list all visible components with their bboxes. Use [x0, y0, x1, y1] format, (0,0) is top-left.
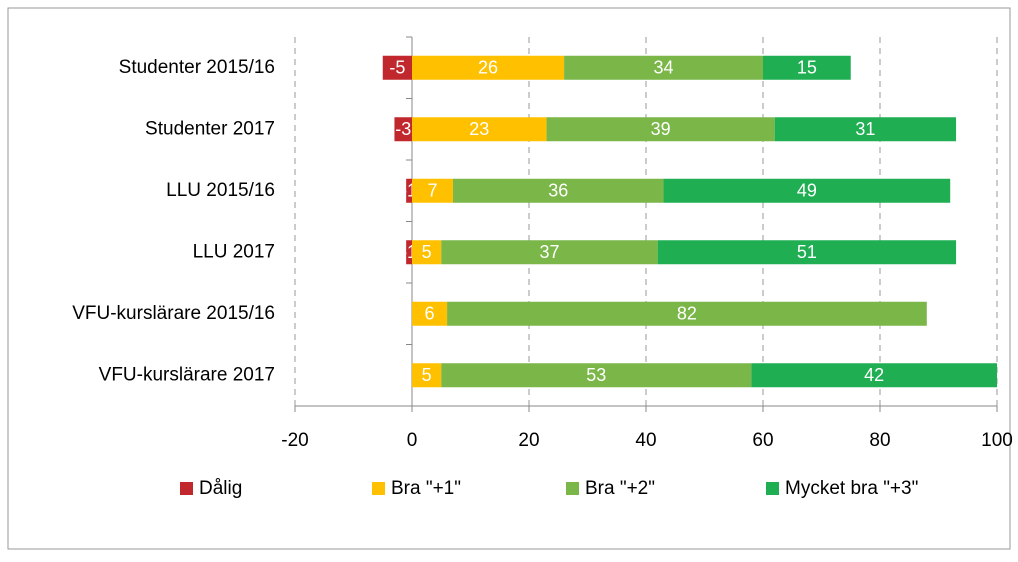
bar-segment	[447, 301, 927, 326]
chart-border	[7, 7, 1011, 550]
data-label: 36	[548, 181, 568, 201]
legend-label: Mycket bra "+3"	[785, 478, 918, 499]
bar-segment	[657, 240, 957, 265]
legend-swatch	[566, 482, 579, 495]
data-label: 7	[427, 181, 437, 201]
data-label: 5	[422, 365, 432, 385]
data-label: 23	[469, 119, 489, 139]
x-tick-label: 20	[518, 430, 539, 451]
x-tick-label: 100	[981, 430, 1013, 451]
y-tick-label: LLU 2017	[193, 241, 275, 262]
bar-segment	[546, 117, 775, 142]
y-tick-label: Studenter 2015/16	[119, 57, 275, 78]
data-label: 15	[797, 58, 817, 78]
x-tick-label: 60	[752, 430, 773, 451]
legend-swatch	[372, 482, 385, 495]
y-tick-label: VFU-kurslärare 2017	[99, 364, 275, 385]
bar-segment	[452, 178, 664, 203]
bar-segment	[763, 55, 851, 80]
bar-segment	[394, 117, 412, 142]
data-label: 49	[797, 181, 817, 201]
bar-segment	[412, 301, 448, 326]
bar-segment	[412, 363, 442, 388]
y-tick-label: LLU 2015/16	[166, 180, 275, 201]
legend-swatch	[766, 482, 779, 495]
data-label: 26	[478, 58, 498, 78]
y-tick-label: VFU-kurslärare 2015/16	[72, 303, 275, 324]
data-label: 82	[677, 304, 697, 324]
data-label: 6	[425, 304, 435, 324]
data-label: -3	[395, 119, 411, 139]
bar-segment	[774, 117, 957, 142]
legend-label: Dålig	[199, 478, 242, 499]
bar-segment	[412, 178, 453, 203]
legend-label: Bra "+2"	[585, 478, 655, 499]
bar-segment	[751, 363, 997, 388]
bar-segment	[412, 117, 547, 142]
data-label: 53	[586, 365, 606, 385]
y-tick-label: Studenter 2017	[145, 118, 275, 139]
data-label: 42	[864, 365, 884, 385]
x-tick-label: 80	[869, 430, 890, 451]
bar-segment	[412, 55, 565, 80]
data-label: 51	[797, 242, 817, 262]
legend-label: Bra "+1"	[391, 478, 461, 499]
legend-swatch	[180, 482, 193, 495]
bar-segment	[663, 178, 951, 203]
bar-segment	[406, 178, 412, 203]
data-label: 39	[651, 119, 671, 139]
x-tick-label: 40	[635, 430, 656, 451]
data-label: -5	[389, 58, 405, 78]
data-label: 37	[539, 242, 559, 262]
data-label: 5	[422, 242, 432, 262]
bar-segment	[382, 55, 412, 80]
data-label: 31	[855, 119, 875, 139]
bar-segment	[406, 240, 412, 265]
data-label: 34	[654, 58, 674, 78]
x-tick-label: -20	[281, 430, 308, 451]
bar-segment	[412, 240, 442, 265]
bar-segment	[564, 55, 763, 80]
bar-segment	[441, 363, 752, 388]
x-tick-label: 0	[407, 430, 418, 451]
bar-segment	[441, 240, 658, 265]
